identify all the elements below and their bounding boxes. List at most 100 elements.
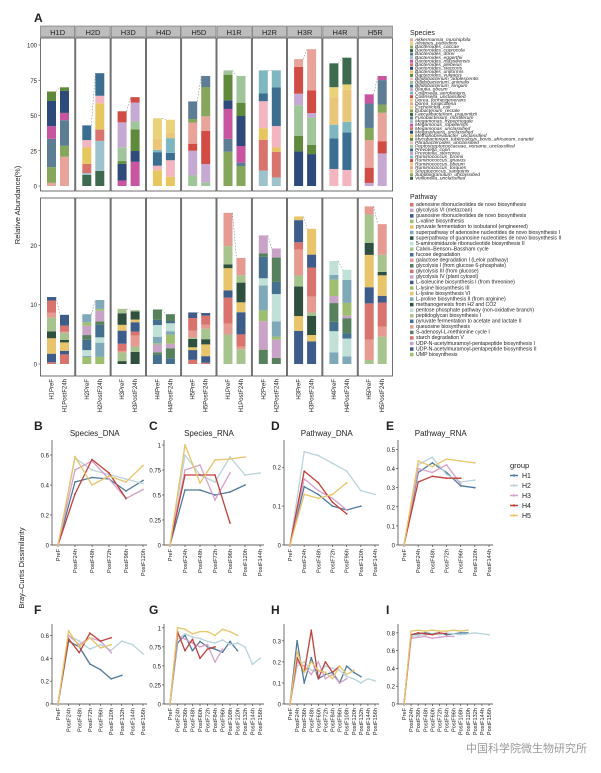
stacked-bar-segment	[82, 140, 92, 148]
pathway-legend-swatch	[410, 308, 414, 312]
species-legend-label: Megamonas_hypermegale	[415, 119, 473, 125]
stacked-bar-segment	[223, 212, 233, 247]
facet-label-H5D: H5D	[191, 28, 207, 37]
series-point-H1	[459, 484, 462, 487]
stacked-bar-segment	[117, 122, 127, 148]
x-tick-label: PostF96h	[124, 549, 130, 573]
bar-connector	[161, 118, 166, 120]
series-point-H2	[88, 648, 91, 651]
series-point-H3	[310, 673, 313, 676]
species-legend-label: Ruminococcus_obeum	[415, 161, 465, 167]
series-point-H4	[206, 648, 209, 651]
species-legend-swatch	[410, 176, 413, 180]
A-top-ytick: 100	[27, 44, 38, 50]
series-line-H5	[289, 650, 355, 705]
pathway-legend-swatch	[410, 258, 414, 262]
bar-connector	[91, 299, 96, 315]
stacked-bar-segment	[377, 302, 387, 327]
series-point-H5	[199, 482, 201, 484]
series-point-H1	[473, 486, 476, 489]
stacked-bar-segment	[342, 84, 352, 90]
y-tick-label: 0.3	[273, 639, 282, 645]
series-point-H2	[191, 636, 194, 638]
y-tick-label: 0.5	[387, 448, 396, 454]
species-legend-label: Prevotella_copri	[415, 147, 451, 153]
series-point-H1	[184, 489, 186, 491]
stacked-bar-segment	[95, 73, 105, 96]
series-point-H1	[214, 648, 216, 651]
group-legend-dot-H2	[512, 484, 516, 487]
watermark-text: 中国科学院微生物研究所	[466, 742, 587, 755]
A-xtick-label: H1PreF	[50, 379, 56, 400]
stacked-bar-segment	[364, 103, 374, 128]
pathway-legend-label: galactose degradation I (Leloir pathway)	[416, 258, 509, 264]
y-tick-label: 0.8	[387, 631, 396, 637]
y-tick-label: 0	[46, 703, 50, 709]
species-legend-swatch	[410, 66, 413, 70]
x-tick-label: PostF144h	[130, 708, 136, 735]
x-tick-label: PostF84h	[445, 708, 451, 732]
series-point-H2	[142, 482, 144, 485]
stacked-bar-segment	[60, 112, 69, 121]
pathway-legend-label: pyruvate fermentation to isobutanol (eng…	[416, 224, 528, 230]
pathway-legend-swatch	[410, 269, 414, 274]
y-tick-label: 0.2	[273, 466, 282, 472]
stacked-bar-segment	[95, 310, 105, 322]
stacked-bar-segment	[47, 338, 56, 354]
stacked-bar-segment	[223, 70, 233, 75]
series-point-H2	[345, 675, 348, 678]
stacked-bar-segment	[117, 361, 127, 364]
series-point-H4	[125, 497, 127, 500]
stacked-bar-segment	[307, 144, 317, 155]
species-legend-label: Megamonas_unclassified	[415, 126, 470, 132]
series-point-H4	[431, 475, 434, 478]
species-legend-swatch	[410, 41, 413, 45]
series-point-H5	[324, 671, 327, 674]
species-legend-swatch	[410, 56, 413, 60]
facet-label-H5R: H5R	[368, 28, 384, 37]
pathway-legend-label: L-lysine biosynthesis III	[416, 285, 470, 291]
series-line-H2	[169, 633, 261, 705]
facet-strip-H1R	[216, 25, 252, 38]
x-tick-label: PostF48h	[191, 708, 197, 732]
x-tick-label: PostF48h	[316, 549, 322, 573]
x-tick-label: PostF48h	[77, 708, 83, 732]
bar-connector	[373, 206, 378, 225]
stacked-bar-segment	[294, 66, 304, 94]
y-tick-label: 0.4	[41, 657, 50, 663]
group-legend-dot-H3	[512, 494, 516, 497]
stacked-bar-segment	[95, 140, 105, 171]
stacked-bar-segment	[47, 126, 56, 139]
A-bottom-ytick: 20	[30, 244, 37, 250]
series-line-H5	[57, 455, 144, 546]
series-point-H4	[214, 474, 216, 476]
series-point-H4	[424, 632, 427, 635]
y-tick-label: 0.6	[41, 454, 50, 460]
series-line-H4	[289, 629, 341, 705]
series-point-H5	[331, 493, 334, 496]
stacked-bar-segment	[130, 161, 140, 186]
stacked-bar-segment	[188, 150, 198, 176]
stacked-bar-segment	[342, 315, 352, 319]
stacked-bar-segment	[152, 319, 162, 326]
series-point-H3	[206, 643, 209, 646]
stacked-bar-segment	[342, 338, 352, 357]
stacked-bar-segment	[223, 100, 233, 109]
series-point-H5	[142, 464, 144, 467]
stacked-bar-segment	[377, 326, 387, 337]
stacked-bar-segment	[329, 274, 339, 280]
stacked-bar-segment	[307, 228, 317, 255]
stacked-bar-segment	[364, 214, 374, 243]
stacked-bar-segment	[130, 151, 140, 162]
stacked-bar-segment	[342, 121, 352, 133]
series-point-H3	[331, 497, 334, 500]
series-point-H5	[459, 630, 462, 633]
stacked-bar-segment	[130, 310, 140, 312]
stacked-bar-segment	[152, 343, 162, 345]
series-point-H5	[184, 628, 186, 631]
species-legend-swatch	[410, 45, 413, 49]
series-point-H5	[184, 444, 186, 446]
stacked-bar-segment	[117, 111, 127, 123]
series-point-H2	[459, 633, 462, 636]
y-tick-label: 1	[158, 444, 162, 450]
